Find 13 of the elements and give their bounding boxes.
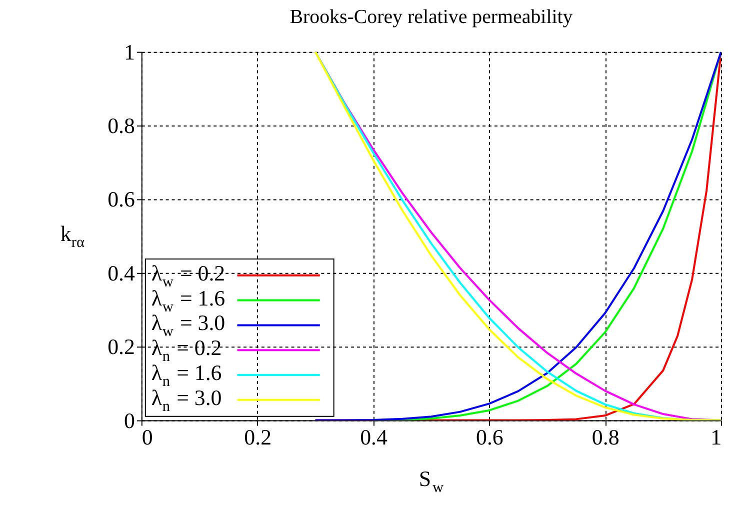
y-tick-label: 0 bbox=[124, 408, 135, 433]
y-tick-label: 1 bbox=[124, 39, 135, 64]
x-tick-label: 0 bbox=[142, 424, 153, 450]
y-tick-label: 0.4 bbox=[108, 260, 135, 286]
x-tick-label: 1 bbox=[710, 424, 722, 450]
chart-title: Brooks-Corey relative permeability bbox=[290, 6, 573, 28]
x-tick-label: 0.6 bbox=[476, 424, 504, 450]
x-tick-label: 0.8 bbox=[592, 424, 620, 450]
y-tick-label: 0.6 bbox=[108, 186, 135, 212]
y-tick-label: 0.8 bbox=[108, 112, 135, 138]
y-tick-label: 0.2 bbox=[108, 334, 135, 360]
x-tick-label: 0.2 bbox=[244, 424, 272, 450]
x-tick-label: 0.4 bbox=[360, 424, 388, 450]
